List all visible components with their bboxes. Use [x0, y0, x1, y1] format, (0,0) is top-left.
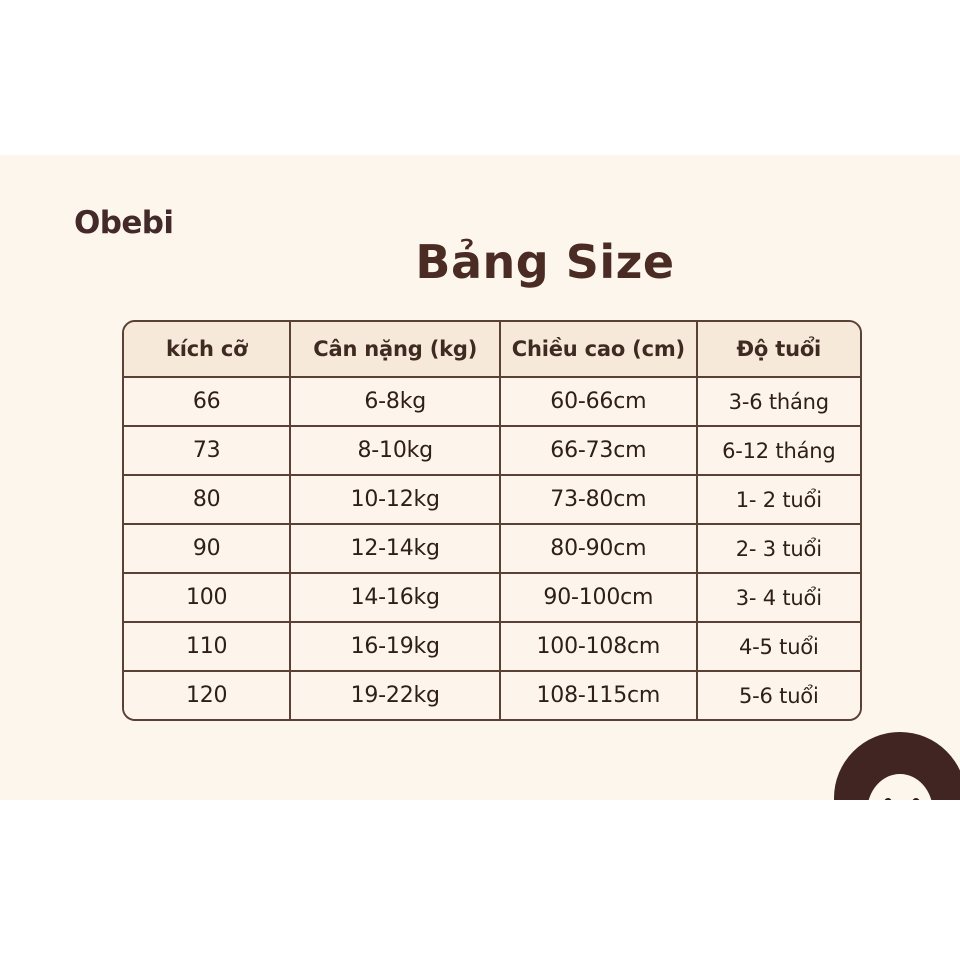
cell-size: 73 — [124, 426, 292, 476]
table-row: 90 12-14kg 80-90cm 2- 3 tuổi — [124, 524, 860, 574]
bear-eye-right — [912, 798, 920, 800]
table-row: 100 14-16kg 90-100cm 3- 4 tuổi — [124, 573, 860, 623]
column-header-weight: Cân nặng (kg) — [290, 322, 502, 378]
table-header-row: kích cỡ Cân nặng (kg) Chiều cao (cm) Độ … — [124, 322, 860, 378]
cell-weight: 12-14kg — [290, 524, 502, 574]
table-row: 120 19-22kg 108-115cm 5-6 tuổi — [124, 671, 860, 719]
cell-height: 60-66cm — [500, 377, 698, 427]
cell-age: 5-6 tuổi — [696, 671, 860, 719]
cell-size: 110 — [124, 622, 292, 672]
cell-weight: 14-16kg — [290, 573, 502, 623]
cell-weight: 10-12kg — [290, 475, 502, 525]
bear-face-shape — [867, 774, 933, 800]
cell-age: 4-5 tuổi — [696, 622, 860, 672]
bear-head-shape — [834, 732, 960, 800]
cell-size: 90 — [124, 524, 292, 574]
cell-size: 120 — [124, 671, 292, 719]
cell-height: 108-115cm — [500, 671, 698, 719]
cream-banner-background: Obebi Bảng Size kích cỡ Cân nặng (kg) Ch… — [0, 155, 960, 800]
cell-height: 73-80cm — [500, 475, 698, 525]
cell-age: 2- 3 tuổi — [696, 524, 860, 574]
cell-age: 1- 2 tuổi — [696, 475, 860, 525]
cell-height: 80-90cm — [500, 524, 698, 574]
cell-height: 90-100cm — [500, 573, 698, 623]
column-header-age: Độ tuổi — [696, 322, 860, 378]
bear-character-icon — [834, 732, 960, 800]
bear-eye-left — [884, 798, 892, 800]
table-row: 110 16-19kg 100-108cm 4-5 tuổi — [124, 622, 860, 672]
column-header-size: kích cỡ — [124, 322, 292, 378]
cell-height: 100-108cm — [500, 622, 698, 672]
cell-weight: 8-10kg — [290, 426, 502, 476]
table-row: 80 10-12kg 73-80cm 1- 2 tuổi — [124, 475, 860, 525]
cell-weight: 16-19kg — [290, 622, 502, 672]
brand-logo: Obebi — [74, 205, 174, 241]
cell-height: 66-73cm — [500, 426, 698, 476]
table-row: 66 6-8kg 60-66cm 3-6 tháng — [124, 377, 860, 427]
cell-size: 66 — [124, 377, 292, 427]
cell-weight: 6-8kg — [290, 377, 502, 427]
cell-age: 6-12 tháng — [696, 426, 860, 476]
cell-age: 3-6 tháng — [696, 377, 860, 427]
table-row: 73 8-10kg 66-73cm 6-12 tháng — [124, 426, 860, 476]
size-chart-table: kích cỡ Cân nặng (kg) Chiều cao (cm) Độ … — [122, 320, 862, 721]
cell-size: 80 — [124, 475, 292, 525]
column-header-height: Chiều cao (cm) — [500, 322, 698, 378]
cell-size: 100 — [124, 573, 292, 623]
page-title: Bảng Size — [415, 235, 675, 289]
cell-weight: 19-22kg — [290, 671, 502, 719]
cell-age: 3- 4 tuổi — [696, 573, 860, 623]
